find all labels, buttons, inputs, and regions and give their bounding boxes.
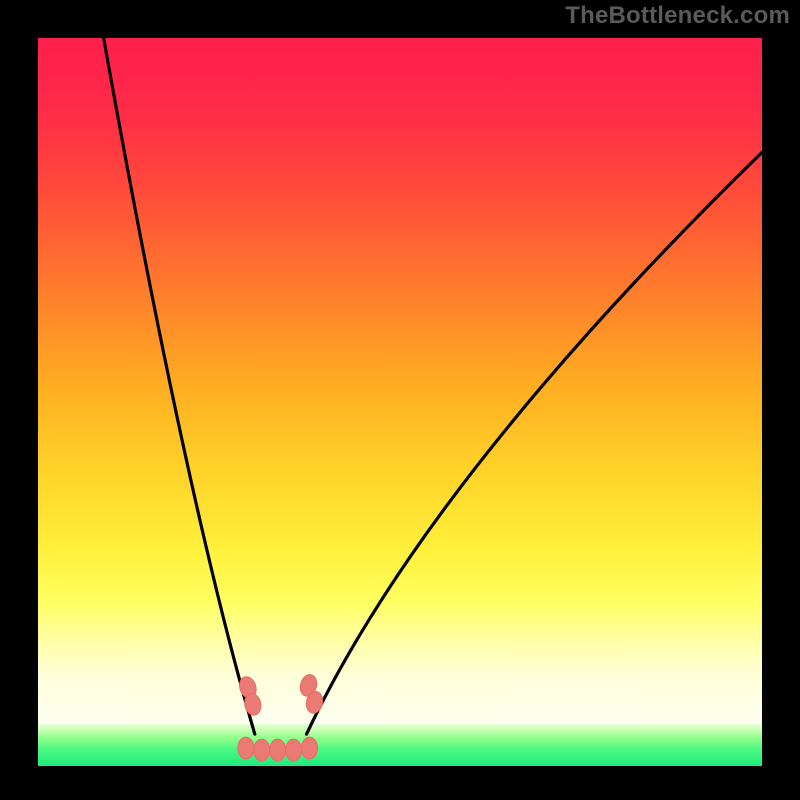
trough-marker — [254, 739, 270, 761]
curve-right-branch — [307, 152, 762, 734]
watermark-text: TheBottleneck.com — [565, 2, 790, 30]
trough-marker — [238, 737, 254, 759]
curve-left-branch — [104, 38, 255, 734]
trough-marker — [302, 737, 318, 759]
plot-area — [36, 36, 764, 764]
trough-marker — [270, 739, 286, 761]
trough-marker — [286, 739, 302, 761]
bottleneck-curves-layer — [38, 38, 762, 762]
